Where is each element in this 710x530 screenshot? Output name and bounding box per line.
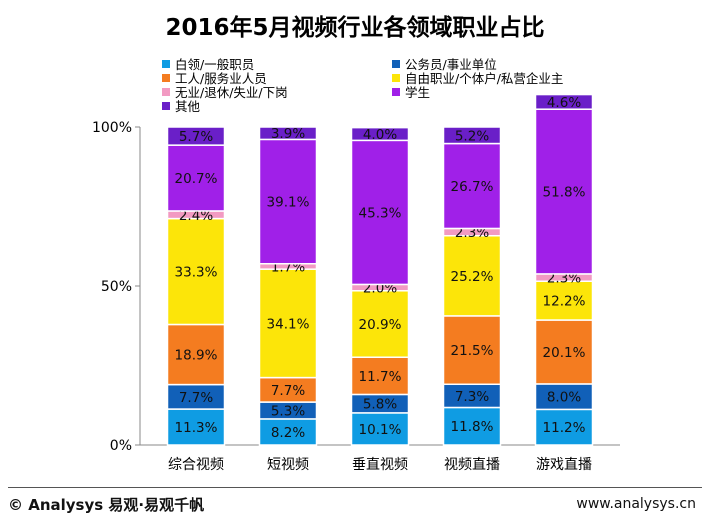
data-label: 45.3%	[359, 205, 402, 221]
bar-segment	[442, 126, 502, 145]
chart-title: 2016年5月视频行业各领域职业占比	[165, 15, 545, 41]
data-label: 4.6%	[547, 95, 581, 111]
legend-swatch	[392, 88, 400, 96]
data-label: 11.7%	[359, 369, 402, 385]
legend-label: 自由职业/个体户/私营企业主	[405, 71, 564, 86]
legend-item: 白领/一般职员	[162, 58, 254, 72]
bar-segment	[534, 383, 594, 411]
legend-label: 其他	[175, 99, 201, 114]
x-tick-label: 视频直播	[444, 456, 500, 473]
data-label: 11.3%	[175, 420, 218, 436]
bar-segment	[258, 268, 318, 379]
footer-divider	[8, 487, 702, 488]
data-label: 11.2%	[543, 420, 586, 436]
legend-item: 其他	[162, 100, 200, 114]
legend-label: 工人/服务业人员	[175, 71, 267, 86]
legend-swatch	[392, 60, 400, 68]
data-label: 7.3%	[455, 389, 489, 405]
data-label: 8.2%	[271, 425, 305, 441]
data-label: 51.8%	[543, 185, 586, 201]
footer-copyright: © Analysys 易观·易观千帆	[8, 496, 205, 514]
data-label: 18.9%	[175, 348, 218, 364]
legend-swatch	[162, 74, 170, 82]
data-label: 4.0%	[363, 127, 397, 143]
legend-swatch	[392, 74, 400, 82]
data-label: 7.7%	[179, 390, 213, 406]
y-tick-label: 100%	[92, 120, 132, 136]
legend-swatch	[162, 60, 170, 68]
bar-segment	[166, 408, 226, 446]
bar-segment	[350, 412, 410, 446]
legend-swatch	[162, 88, 170, 96]
legend-swatch	[162, 102, 170, 110]
bar-segment	[534, 93, 594, 110]
data-label: 3.9%	[271, 126, 305, 142]
bar-segment	[442, 406, 502, 446]
legend-item: 无业/退休/失业/下岗	[162, 86, 288, 100]
bar-segment	[350, 139, 410, 286]
data-label: 5.2%	[455, 128, 489, 144]
bar-segment	[166, 126, 226, 146]
legend-label: 无业/退休/失业/下岗	[175, 85, 288, 100]
data-label: 20.7%	[175, 171, 218, 187]
bar-segment	[350, 356, 410, 396]
legend-item: 工人/服务业人员	[162, 72, 267, 86]
x-tick-label: 垂直视频	[352, 456, 408, 473]
bar-segment	[258, 126, 318, 141]
data-label: 11.8%	[451, 419, 494, 435]
legend-label: 公务员/事业单位	[405, 57, 497, 72]
data-label: 12.2%	[543, 294, 586, 310]
y-tick-label: 0%	[110, 438, 132, 454]
data-label: 5.8%	[363, 397, 397, 413]
data-label: 25.2%	[451, 269, 494, 285]
bar-segment	[350, 126, 410, 142]
x-tick-label: 游戏直播	[536, 456, 592, 473]
data-label: 21.5%	[451, 343, 494, 359]
data-label: 5.3%	[271, 403, 305, 419]
legend-label: 学生	[405, 85, 431, 100]
data-label: 8.0%	[547, 390, 581, 406]
data-label: 10.1%	[359, 422, 402, 438]
data-label: 2.4%	[179, 208, 213, 224]
bar-segment	[442, 235, 502, 317]
x-tick-label: 综合视频	[168, 457, 224, 473]
data-label: 26.7%	[451, 179, 494, 195]
stacked-bar-chart: 0% 50% 100% 11.3% 7.7% 18.9% 33.3% 2.4% 20.7% 5.7…	[92, 93, 620, 473]
legend-item: 学生	[392, 86, 430, 100]
legend-label: 白领/一般职员	[175, 57, 255, 72]
data-label: 5.7%	[179, 129, 213, 145]
bar-segment	[442, 142, 502, 230]
data-label: 33.3%	[175, 265, 218, 281]
data-label: 20.9%	[359, 317, 402, 333]
legend-item: 公务员/事业单位	[392, 58, 497, 72]
data-label: 7.7%	[271, 383, 305, 399]
data-label: 20.1%	[543, 345, 586, 361]
legend-item: 自由职业/个体户/私营企业主	[392, 72, 563, 86]
data-label: 39.1%	[267, 195, 310, 211]
bar-segment	[258, 138, 318, 265]
y-tick-label: 50%	[101, 279, 132, 295]
bar-segment	[166, 323, 226, 386]
footer-url: www.analysys.cn	[576, 496, 696, 512]
bar-segment	[534, 108, 594, 275]
bar-segment	[258, 418, 318, 446]
x-tick-label: 短视频	[267, 457, 309, 473]
bar-segment	[166, 144, 226, 212]
data-label: 34.1%	[267, 316, 310, 332]
bar-segment	[534, 280, 594, 321]
